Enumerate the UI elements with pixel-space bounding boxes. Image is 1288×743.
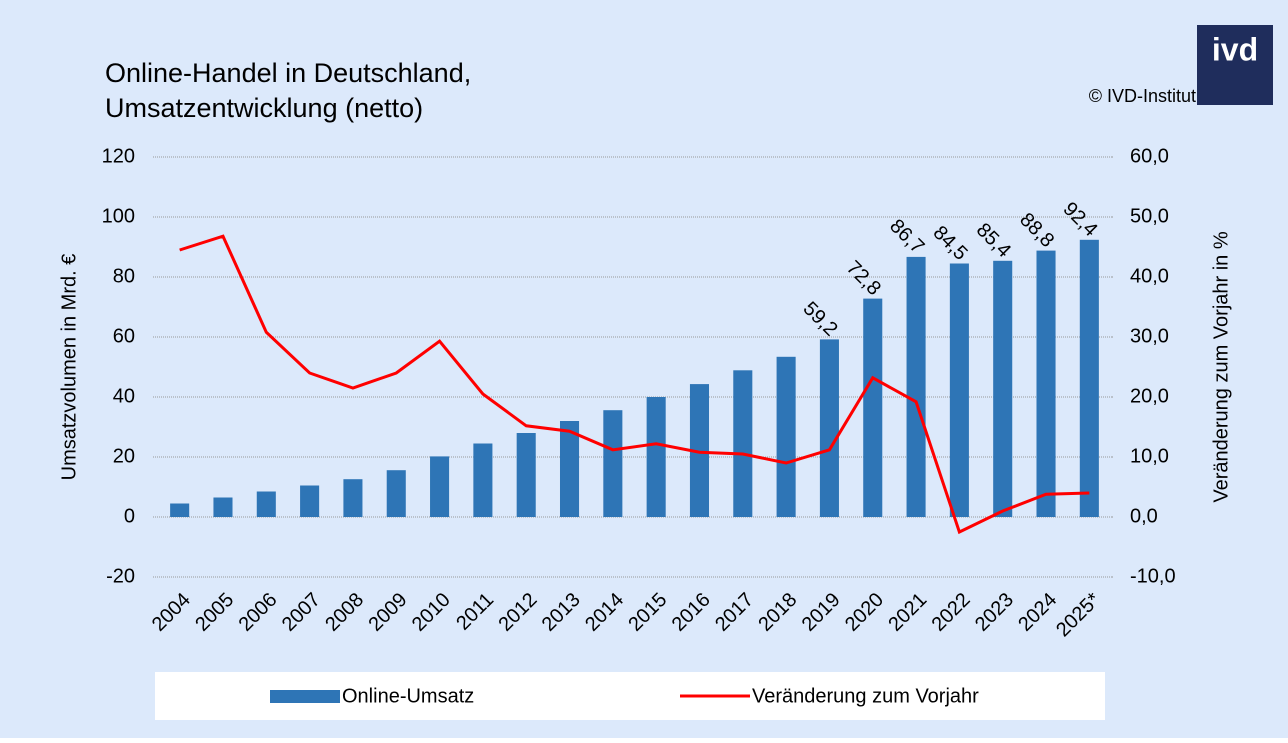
y-tick-label: 0 <box>124 505 135 527</box>
bar <box>733 370 753 517</box>
bar <box>689 384 710 517</box>
bar <box>819 339 839 517</box>
y-tick-label: -20 <box>106 565 135 587</box>
logo: ivd <box>1212 31 1258 67</box>
y-tick-label: 120 <box>102 145 135 167</box>
logo-box <box>1197 25 1273 105</box>
bar <box>170 503 190 517</box>
bar <box>603 410 623 517</box>
bar <box>430 456 450 517</box>
line <box>179 234 1090 535</box>
y-tick-label: 40 <box>113 385 135 407</box>
y-tick-label: 100 <box>102 205 135 227</box>
y-tick-label: 80 <box>113 265 135 287</box>
chart-title: Online-Handel in Deutschland, <box>105 58 471 88</box>
bar <box>213 497 233 517</box>
bar <box>343 479 363 517</box>
bar <box>516 433 536 517</box>
y2-tick-label: 0,0 <box>1130 505 1158 527</box>
y2-tick-label: 40,0 <box>1130 265 1169 287</box>
y2-tick-label: 20,0 <box>1130 385 1169 407</box>
bar <box>386 470 406 517</box>
legend-label: Veränderung zum Vorjahr <box>752 685 979 707</box>
bar <box>1079 239 1099 518</box>
y2-tick-label: 30,0 <box>1130 325 1169 347</box>
legend-swatch <box>270 690 340 703</box>
source: © IVD-Institut <box>1089 86 1196 106</box>
y-tick-label: 60 <box>113 325 135 347</box>
bar <box>559 421 580 517</box>
bar <box>256 491 276 517</box>
bar <box>1036 250 1056 517</box>
chart-title: Umsatzentwicklung (netto) <box>105 93 423 123</box>
bar <box>863 298 883 517</box>
y2-tick-label: -10,0 <box>1130 565 1176 587</box>
y2-tick-label: 60,0 <box>1130 145 1169 167</box>
bar <box>906 256 926 517</box>
y-tick-label: 20 <box>113 445 135 467</box>
bar <box>473 443 493 517</box>
bar <box>993 260 1013 517</box>
legend-label: Online-Umsatz <box>342 685 474 707</box>
bar <box>646 397 666 517</box>
y2-axis-label: Veränderung zum Vorjahr in % <box>1210 231 1232 502</box>
y2-tick-label: 10,0 <box>1130 445 1169 467</box>
bar <box>776 356 796 517</box>
y-axis-label: Umsatzvolumen in Mrd. € <box>58 254 80 481</box>
bar <box>300 485 320 517</box>
y2-tick-label: 50,0 <box>1130 205 1169 227</box>
bar <box>949 263 969 517</box>
